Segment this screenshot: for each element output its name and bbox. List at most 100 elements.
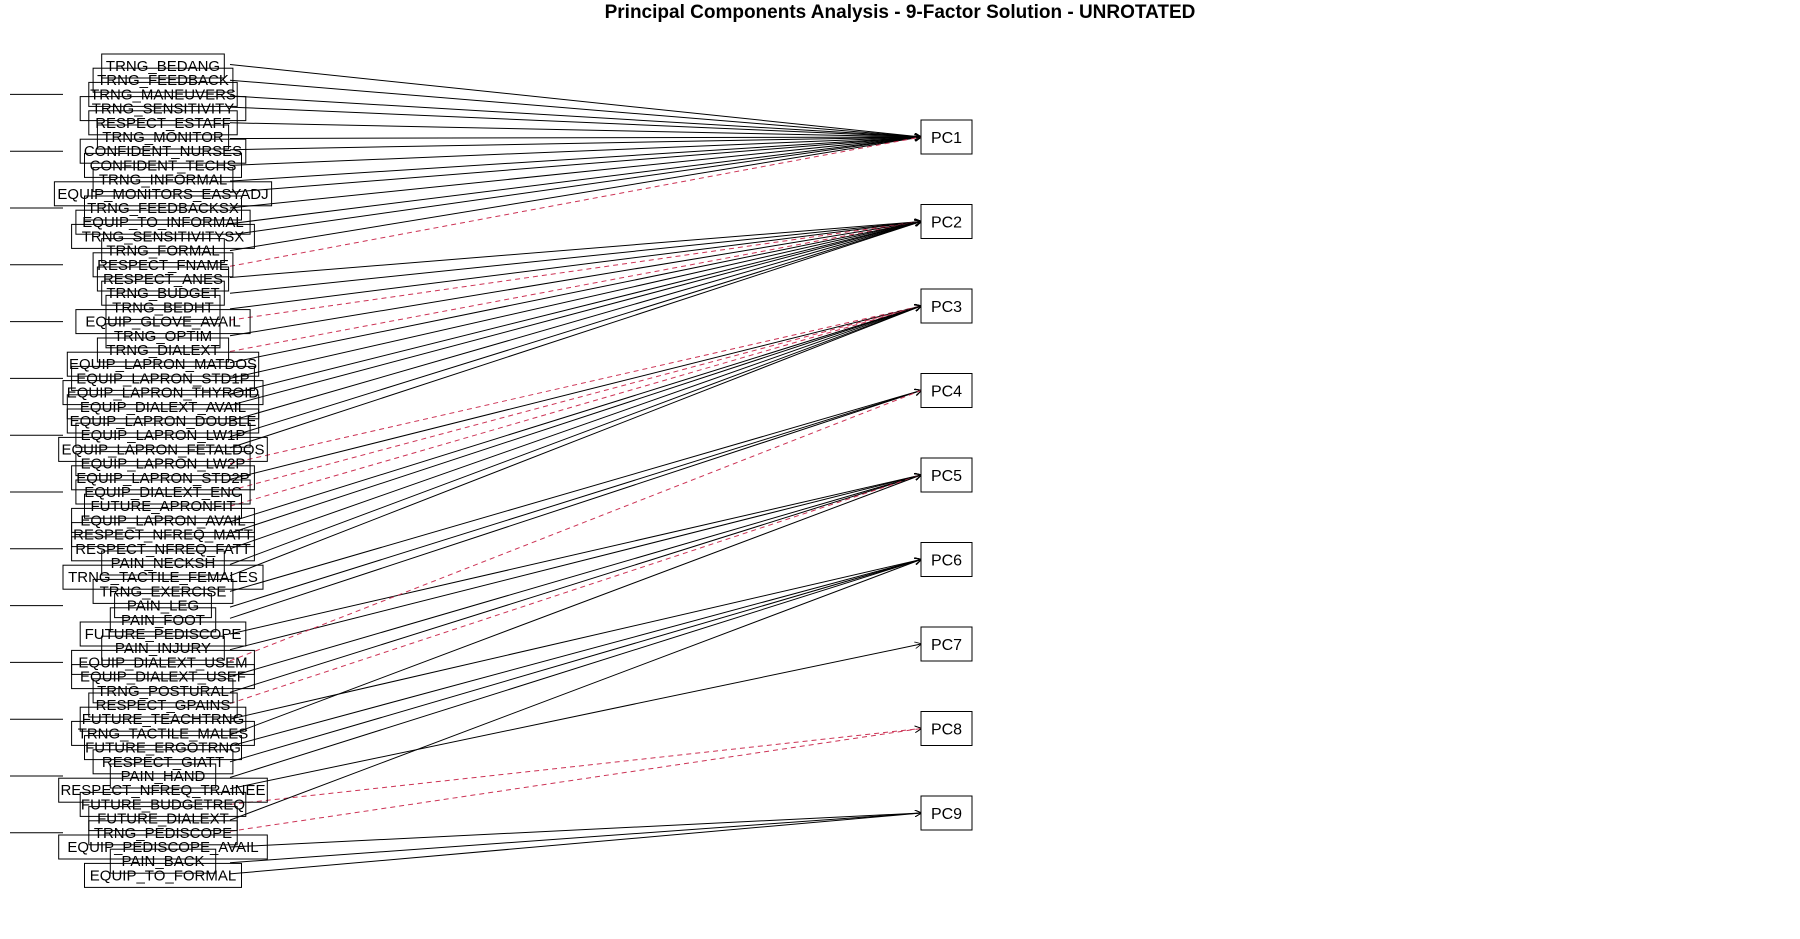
component-label: PC7 [931,637,962,654]
loading-path [229,560,921,720]
variable-node: EQUIP_GLOVE_AVAIL [75,309,251,335]
loading-path [229,222,921,438]
component-node-pc8: PC8 [920,711,973,746]
loading-path [229,391,921,619]
variable-node: EQUIP_DIALEXT_AVAIL [66,394,260,420]
component-node-pc1: PC1 [920,119,973,155]
variable-label: EQUIP_LAPRON_MATDOS [69,356,257,373]
variable-box [84,862,242,888]
component-label: PC2 [931,215,962,232]
variable-box [84,493,242,519]
variable-node: RESPECT_NFREQ_MATT [71,522,255,548]
variable-box [96,337,230,363]
variable-box [92,678,234,704]
variable-node: EQUIP_DIALEXT_USEF [71,664,255,690]
loading-paths [10,64,921,875]
variable-node: TRNG_EXERCISE [92,578,234,604]
variable-node: FUTURE_APRONFIT [84,493,242,519]
component-label: PC3 [931,299,962,316]
variable-label: TRNG_SENSITIVITY [92,101,235,118]
variable-box [62,564,264,590]
variable-box [109,848,217,874]
variable-box [71,536,255,562]
variable-label: PAIN_BACK [121,853,204,870]
variable-box [96,266,230,292]
variable-node: PAIN_BACK [109,848,217,874]
loading-path [229,391,921,662]
loading-path [229,560,921,778]
component-node-pc5: PC5 [920,457,973,493]
variable-box [109,763,217,789]
loading-path [229,222,921,395]
diagram-title: Principal Components Analysis - 9-Factor… [605,2,1196,23]
variable-node: RESPECT_ESTAFF [88,110,238,136]
variable-label: FUTURE_ERGOTRNG [85,740,241,757]
component-node-pc4: PC4 [920,373,973,408]
variable-box [66,408,260,434]
variable-label: FUTURE_BUDGETREQ [81,796,245,813]
variable-node: RESPECT_NFREQ_TRAINEE [58,777,268,803]
component-node-pc9: PC9 [920,795,973,831]
variable-label: RESPECT_GIATT [102,754,224,771]
variable-box [84,195,242,221]
variable-box [101,53,225,79]
component-node-pc3: PC3 [920,288,973,324]
variable-node: EQUIP_DIALEXT_ENC [75,479,251,505]
variable-label: FUTURE_PEDISCOPE [85,626,242,643]
loading-path [229,729,921,805]
variable-box [84,735,242,761]
variable-node: EQUIP_LAPRON_DOUBLE [66,408,260,434]
variable-label: EQUIP_LAPRON_STD1P [76,370,249,387]
variable-label: EQUIP_DIALEXT_USEM [78,654,247,671]
variable-label: TRNG_MONITOR [102,129,224,146]
variable-node: CONFIDENT_TECHS [84,152,242,178]
variable-node: FUTURE_BUDGETREQ [79,791,247,817]
loading-path [229,137,921,139]
variable-box [92,167,234,193]
component-nodes: PC1 PC2 PC3 PC4 PC5 PC6 PC7 PC8 PC9 [920,119,973,831]
variable-box [92,252,234,278]
variable-box [101,635,225,661]
variable-box [84,152,242,178]
variable-node: EQUIP_LAPRON_FETALDOS [58,436,268,462]
variable-node: TRNG_FEEDBACK [92,67,234,93]
loading-path [229,475,921,651]
variable-label: EQUIP_GLOVE_AVAIL [85,314,240,331]
variable-node: TRNG_POSTURAL [92,678,234,704]
loading-path [229,137,921,151]
loading-path [229,106,921,137]
variable-box [101,238,225,264]
variable-node: EQUIP_LAPRON_LW2P [75,451,251,477]
loading-path [229,306,921,577]
variable-box [92,749,234,775]
variable-box [53,181,273,207]
variable-box [71,720,255,746]
variable-box [75,479,251,505]
variable-label: EQUIP_LAPRON_LW2P [81,456,246,473]
loading-path [229,222,921,364]
variable-label: TRNG_TACTILE_MALES [78,725,249,742]
variable-box [96,124,230,150]
component-label: PC8 [931,722,962,739]
variable-node: PAIN_LEG [114,593,212,619]
variable-node: EQUIP_DIALEXT_USEM [71,649,255,675]
variable-node: FUTURE_PEDISCOPE [79,621,247,647]
variable-node: RESPECT_ANES [96,266,230,292]
loading-path [229,391,921,592]
loading-path [229,137,921,193]
loading-path [229,306,921,523]
variable-label: TRNG_EXERCISE [100,583,227,600]
variable-box [71,465,255,491]
variable-node: FUTURE_ERGOTRNG [84,735,242,761]
loading-path [229,95,921,137]
loading-path [229,122,921,137]
loading-path [229,306,921,550]
variable-node: RESPECT_GIATT [92,749,234,775]
loading-path [229,222,921,337]
variable-box [79,706,247,732]
variable-label: TRNG_OPTIM [114,328,212,345]
variable-box [58,436,268,462]
variable-box [79,621,247,647]
variable-label: CONFIDENT_TECHS [90,157,237,174]
variable-node: FUTURE_TEACHTRNG [79,706,247,732]
